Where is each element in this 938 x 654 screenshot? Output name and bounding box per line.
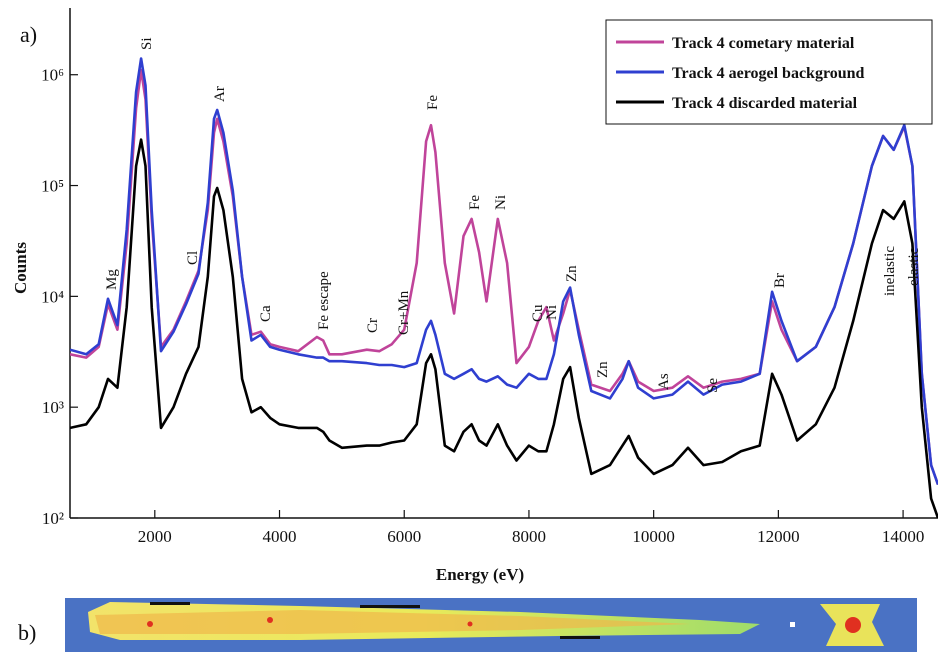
peak-annotation: Se	[705, 378, 721, 393]
y-tick-label: 10⁴	[41, 287, 64, 306]
chart: a) b) Energy (eV) Counts 10² 10³ 10⁴ 10⁵ 10⁶…	[0, 0, 938, 654]
x-tick-label: 14000	[882, 527, 925, 546]
peak-annotation: As	[656, 373, 672, 390]
peak-annotation: Fe escape	[316, 271, 332, 330]
panel-label: b)	[18, 620, 36, 645]
x-tick-label: 10000	[632, 527, 675, 546]
peak-annotation: Ni	[493, 195, 509, 210]
x-tick-label: 2000	[138, 527, 172, 546]
peak-annotation: Fe	[467, 195, 483, 210]
legend-label: Track 4 discarded material	[672, 95, 858, 112]
panel-label: a)	[20, 22, 37, 47]
peak-annotation: elastic	[906, 247, 922, 286]
legend: Track 4 cometary material Track 4 aerogel…	[606, 20, 932, 124]
y-tick-label: 10⁵	[41, 177, 64, 196]
y-tick-label: 10²	[42, 509, 64, 528]
x-tick-label: 4000	[263, 527, 297, 546]
peak-annotation: Ni	[544, 305, 560, 320]
x-tick-label: 8000	[512, 527, 546, 546]
peak-annotation: Fe	[425, 95, 441, 110]
peak-annotation: Br	[772, 273, 788, 288]
legend-label: Track 4 aerogel background	[672, 65, 865, 82]
image-strip	[65, 598, 917, 652]
peak-annotation: Zn	[595, 361, 611, 378]
peak-annotation: Cr	[365, 318, 381, 333]
series-line	[70, 70, 938, 485]
x-tick-label: 6000	[387, 527, 421, 546]
x-axis-label: Energy (eV)	[436, 565, 524, 584]
peak-annotation: Mg	[104, 269, 120, 290]
peak-annotation: Cl	[185, 251, 201, 265]
peak-annotation: Cr+Mn	[396, 290, 412, 335]
y-tick-label: 10⁶	[41, 66, 64, 85]
plot-area	[70, 59, 938, 519]
peak-annotation: inelastic	[882, 246, 898, 296]
y-tick-label: 10³	[42, 398, 64, 417]
peak-annotation: Ca	[258, 305, 274, 322]
peak-annotation: Zn	[564, 265, 580, 282]
peak-annotation: Ar	[212, 86, 228, 102]
legend-label: Track 4 cometary material	[672, 35, 855, 52]
page: {"chart_data": {"type": "line", "panel_l…	[0, 0, 938, 654]
peak-annotation: Si	[139, 37, 155, 50]
x-tick-label: 12000	[757, 527, 800, 546]
y-axis-label: Counts	[11, 242, 30, 294]
